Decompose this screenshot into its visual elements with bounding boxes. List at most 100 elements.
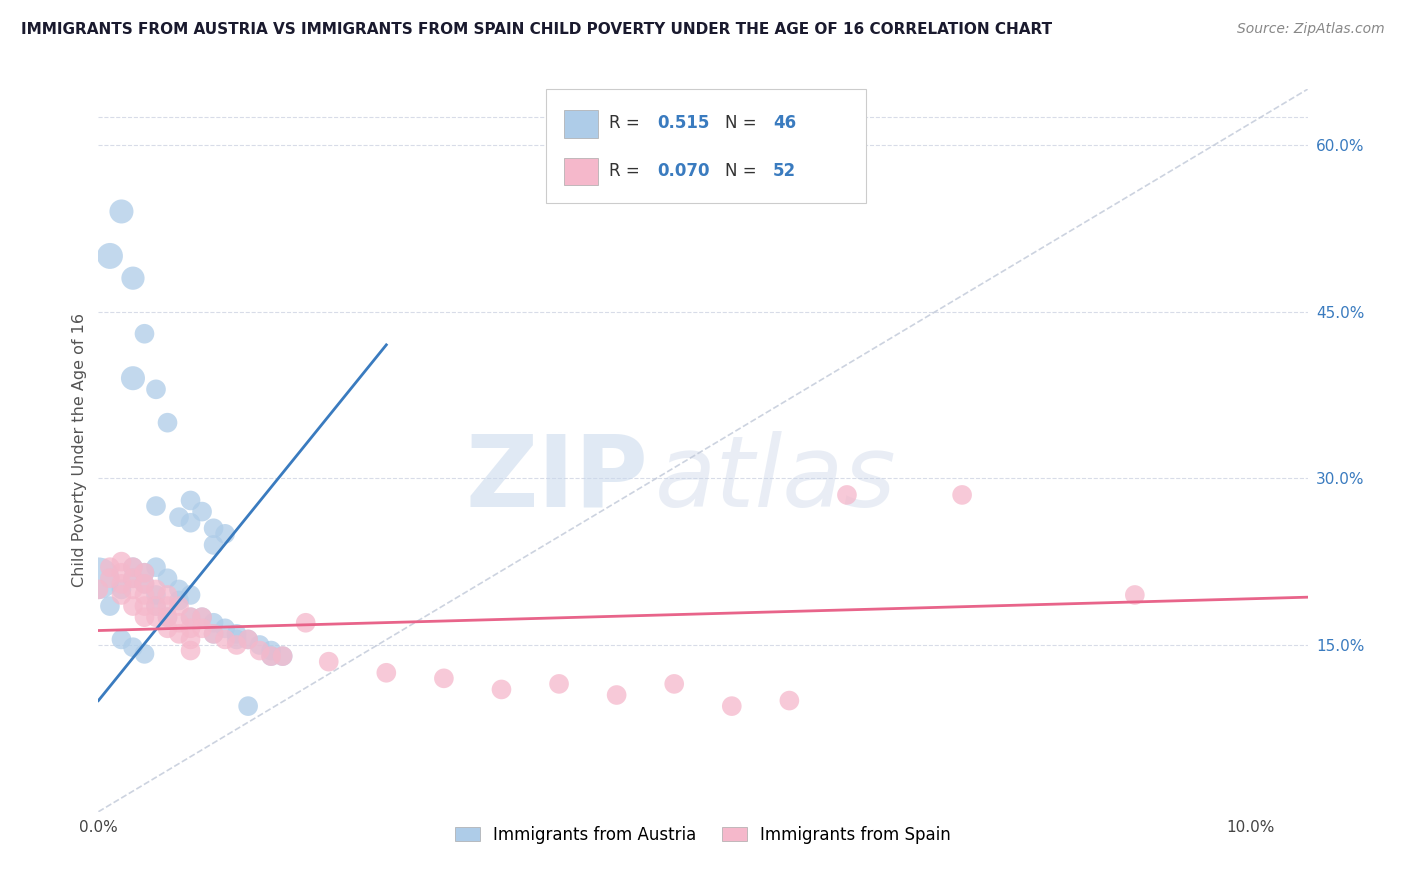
Point (260, 649, 283, 664)
Text: R =: R = (609, 114, 645, 132)
Point (98, 249, 121, 263)
Text: IMMIGRANTS FROM AUSTRIA VS IMMIGRANTS FROM SPAIN CHILD POVERTY UNDER THE AGE OF : IMMIGRANTS FROM AUSTRIA VS IMMIGRANTS FR… (21, 22, 1052, 37)
Point (180, 516, 202, 530)
Text: N =: N = (724, 161, 762, 180)
Point (156, 599, 179, 613)
Point (145, 599, 167, 613)
FancyBboxPatch shape (564, 158, 598, 186)
Point (110, 577, 132, 591)
Text: 0.070: 0.070 (657, 161, 710, 180)
Point (98, 599, 121, 613)
Point (145, 588, 167, 602)
Point (167, 627, 190, 641)
Point (225, 638, 247, 652)
Text: atlas: atlas (655, 431, 896, 528)
Point (835, 488, 858, 502)
Point (180, 621, 202, 635)
Point (87, 571, 110, 585)
Point (318, 655, 340, 669)
Point (156, 610, 179, 624)
Point (122, 582, 145, 597)
Point (145, 582, 167, 597)
Point (294, 615, 316, 630)
Point (180, 610, 202, 624)
Point (145, 599, 167, 613)
Point (145, 382, 167, 396)
Point (110, 566, 132, 580)
Text: 0.515: 0.515 (657, 114, 710, 132)
Point (778, 693, 800, 707)
Point (950, 488, 973, 502)
Point (145, 499, 167, 513)
Point (180, 643, 202, 657)
FancyBboxPatch shape (564, 110, 598, 137)
Point (1123, 588, 1146, 602)
Point (375, 665, 398, 680)
Text: ZIP: ZIP (465, 431, 648, 528)
Point (249, 643, 271, 657)
Text: R =: R = (609, 161, 645, 180)
Point (110, 588, 132, 602)
Point (156, 588, 179, 602)
Point (156, 610, 179, 624)
Point (271, 649, 294, 664)
Point (202, 627, 225, 641)
Point (249, 638, 271, 652)
Point (606, 688, 628, 702)
Point (225, 627, 247, 641)
Point (134, 577, 156, 591)
Point (98, 560, 121, 574)
Point (202, 627, 225, 641)
Point (110, 582, 132, 597)
Point (122, 560, 145, 574)
Point (134, 599, 156, 613)
Point (98, 571, 121, 585)
Point (134, 566, 156, 580)
Point (145, 610, 167, 624)
Point (110, 555, 132, 569)
Point (664, 677, 686, 691)
Point (191, 610, 214, 624)
Point (180, 632, 202, 647)
Text: 52: 52 (773, 161, 796, 180)
Point (122, 271, 145, 285)
Point (202, 538, 225, 552)
Point (167, 593, 190, 607)
Point (167, 510, 190, 524)
Point (225, 632, 247, 647)
Point (214, 526, 236, 541)
Point (548, 677, 571, 691)
Point (122, 599, 145, 613)
Point (134, 577, 156, 591)
Point (134, 566, 156, 580)
Point (491, 682, 513, 697)
Point (156, 416, 179, 430)
Point (122, 571, 145, 585)
Point (122, 371, 145, 385)
Point (134, 610, 156, 624)
Point (202, 521, 225, 535)
Point (260, 643, 283, 657)
Point (433, 671, 456, 685)
Point (214, 621, 236, 635)
Point (167, 599, 190, 613)
Point (156, 621, 179, 635)
Text: Source: ZipAtlas.com: Source: ZipAtlas.com (1237, 22, 1385, 37)
Point (191, 505, 214, 519)
Text: N =: N = (724, 114, 762, 132)
Point (87, 582, 110, 597)
Point (122, 560, 145, 574)
Point (122, 571, 145, 585)
Point (236, 699, 259, 714)
Point (167, 582, 190, 597)
Point (110, 632, 132, 647)
Point (236, 632, 259, 647)
Point (122, 640, 145, 655)
Point (180, 588, 202, 602)
Point (134, 588, 156, 602)
Point (202, 615, 225, 630)
FancyBboxPatch shape (546, 89, 866, 203)
Point (214, 632, 236, 647)
Point (180, 610, 202, 624)
Legend: Immigrants from Austria, Immigrants from Spain: Immigrants from Austria, Immigrants from… (449, 819, 957, 850)
